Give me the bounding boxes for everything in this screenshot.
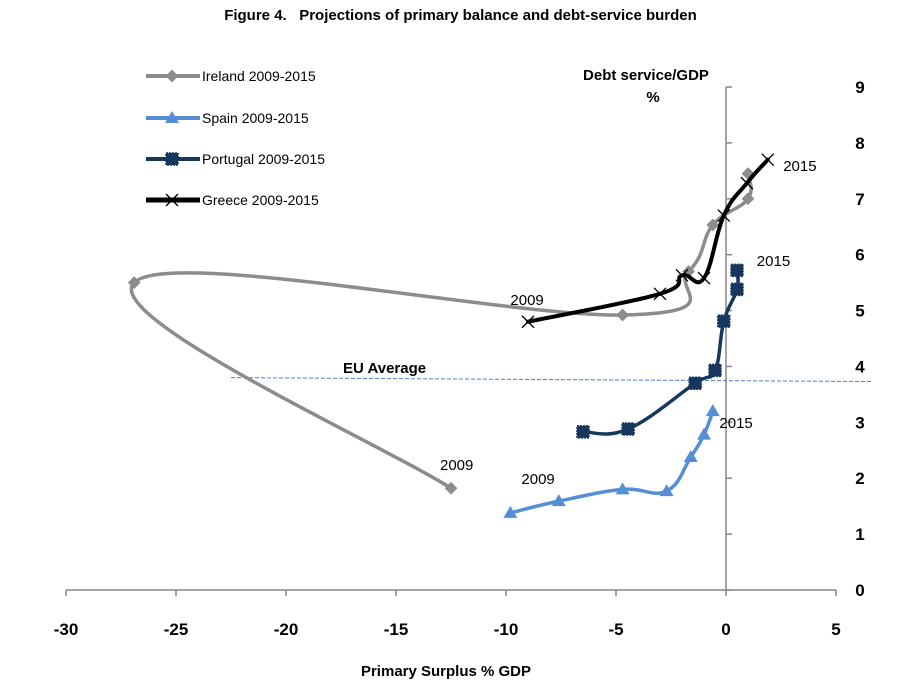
x-stroke [740,176,754,190]
portugal-point [708,363,722,378]
series-greece [521,153,775,329]
x-stroke [761,153,775,167]
x-stroke [717,209,731,223]
year-annotation: 2009 [521,471,554,488]
greece-point [675,268,689,282]
greece-point [653,287,667,301]
spain-point [503,505,518,518]
greece-point [740,176,754,190]
greece-point [697,271,711,285]
x-stroke [521,315,535,329]
series-group [127,153,775,518]
x-tick-label: -10 [494,620,519,639]
greece-line [526,157,770,324]
portugal-point [688,376,702,390]
spain-point [683,449,698,462]
legend-item-greece: Greece 2009-2015 [146,192,319,208]
portugal-point [730,282,744,297]
spain-point [551,494,566,507]
legend-label: Greece 2009-2015 [202,192,319,208]
legend-item-spain: Spain 2009-2015 [146,110,309,126]
ireland-point [444,481,458,495]
legend-label: Spain 2009-2015 [202,110,309,126]
annotations: 2009 2009 2009 2015 2015 2015 [440,158,817,488]
x-stroke [165,193,179,207]
legend: Ireland 2009-2015 Spain 2009-2015 Portugal… [146,68,325,208]
y-tick-label: 4 [855,357,865,376]
x-tick-label: -15 [384,620,409,639]
y-tick-label: 0 [855,581,864,600]
ireland-point [127,276,141,289]
y-tick-label: 6 [855,246,864,265]
spain-line [508,409,715,515]
y-axis-title: Debt service/GDP [583,67,709,84]
chart-title: Figure 4. Projections of primary balance… [224,7,697,24]
legend-label: Portugal 2009-2015 [202,151,325,167]
legend-marker [165,69,179,83]
y-tick-label: 2 [855,469,864,488]
greece-point [761,153,775,167]
x-axis-title: Primary Surplus % GDP [361,663,531,680]
ireland-point [616,308,629,322]
eu-average-label: EU Average [343,360,426,377]
x-tick-label: -30 [54,620,79,639]
x-stroke [675,268,689,282]
x-tick-label: -5 [608,620,623,639]
greece-point [521,315,535,329]
x-tick-label: 5 [831,620,840,639]
series-ireland [127,167,755,495]
greece-point [717,209,731,223]
x-stroke [653,287,667,301]
year-annotation: 2015 [757,253,790,270]
ireland-line [129,171,753,491]
year-annotation: 2015 [719,415,752,432]
year-annotation: 2015 [783,158,816,175]
portugal-point [621,422,635,436]
y-axis-unit: % [646,89,659,106]
eu-average-reference: EU Average [230,360,872,383]
series-spain [503,404,720,518]
legend-marker [165,152,179,166]
y-tick-label: 8 [855,134,864,153]
portugal-point [576,425,590,439]
legend-item-portugal: Portugal 2009-2015 [146,151,325,167]
year-annotation: 2009 [510,292,543,309]
y-tick-label: 3 [855,413,864,432]
x-tick-label: 0 [721,620,730,639]
x-tick-label: -25 [164,620,189,639]
x-tick-label: -20 [274,620,299,639]
x-stroke [697,271,711,285]
legend-item-ireland: Ireland 2009-2015 [146,68,316,84]
eu-average-line [230,377,872,383]
year-annotation: 2009 [440,457,473,474]
series-portugal [576,263,744,439]
y-tick-label: 5 [855,302,864,321]
spain-point [697,427,711,440]
legend-marker [165,193,179,207]
y-tick-label: 1 [855,525,864,544]
portugal-point [730,263,744,278]
legend-label: Ireland 2009-2015 [202,68,316,84]
spain-point [659,484,674,497]
portugal-point [717,314,731,328]
y-tick-label: 7 [855,190,864,209]
spain-point [705,404,720,417]
spain-point [615,482,630,495]
axes: -30 -25 -20 -15 -10 -5 0 5 0 1 2 3 4 5 6 7 8 9 [54,78,866,639]
y-tick-label: 9 [855,78,864,97]
legend-marker [165,111,179,123]
